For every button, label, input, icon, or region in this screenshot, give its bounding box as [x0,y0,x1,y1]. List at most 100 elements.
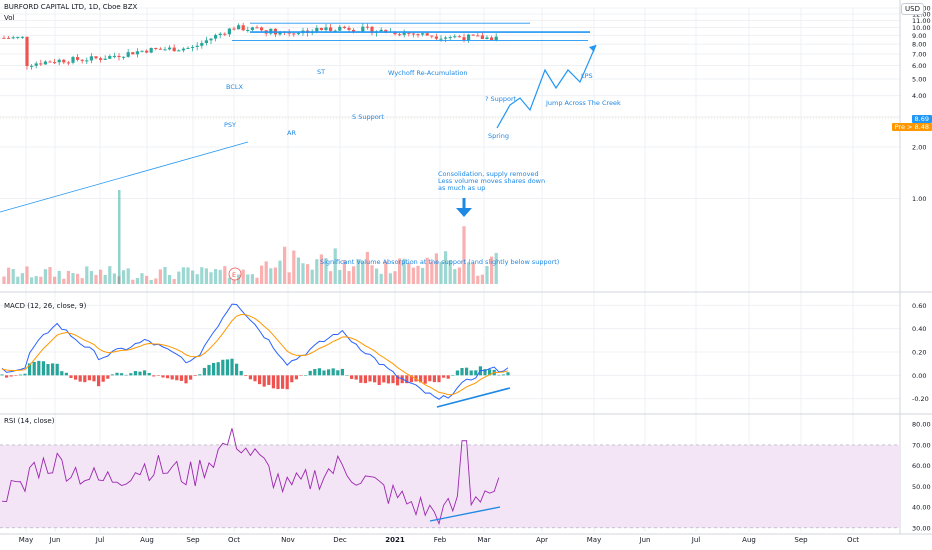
macd-histogram-bar [506,372,510,376]
annotation-text: Wychoff Re-Acumulation [388,69,468,77]
macd-histogram-bar [189,375,193,380]
candle-body [126,52,130,57]
macd-histogram-bar [308,370,312,376]
price-tick: 4.00 [912,92,926,100]
volume-bar [292,250,296,284]
volume-bar [191,270,195,284]
volume-bar [439,261,443,284]
candle-body [48,61,52,63]
down-arrow-head [456,208,472,217]
price-tick: 11.00 [912,17,931,25]
rsi-tick: 80.00 [912,421,931,429]
volume-bar [195,274,199,284]
macd-tick: 0.40 [912,325,926,333]
macd-histogram-bar [9,375,13,377]
currency-selector[interactable]: USD [901,3,924,15]
annotation-text: BCLX [226,83,244,91]
macd-histogram-bar [446,375,450,379]
macd-histogram-bar [400,375,404,384]
rsi-divergence-line [429,506,501,522]
volume-bar [2,276,6,284]
volume-bar [103,274,107,284]
macd-histogram-bar [281,375,285,389]
macd-histogram-bar [138,371,142,376]
rsi-label[interactable]: RSI (14, close) [4,417,55,425]
candle-body [209,38,213,41]
volume-bar [122,270,126,284]
volume-bar [223,266,227,284]
uptrend-line [0,141,249,213]
annotation-text: Less volume moves shares down [438,177,545,185]
annotation-text: AR [287,129,296,137]
chart-header: BURFORD CAPITAL LTD, 1D, Cboe BZX Vol [4,2,137,24]
macd-histogram-bar [133,371,137,376]
candle-body [476,35,480,37]
macd-histogram-bar [69,375,73,379]
candle-body [191,46,195,48]
macd-histogram-bar [60,371,64,376]
volume-bar [476,275,480,284]
candle-body [324,27,328,31]
volume-bar [177,271,181,284]
volume-bar [342,260,346,284]
macd-histogram-bar [244,375,248,377]
macd-histogram-bar [202,367,206,376]
candle-body [99,58,103,60]
macd-histogram-bar [423,375,427,384]
volume-bar [444,251,448,284]
volume-bar [255,277,259,284]
macd-histogram-bar [382,375,386,383]
macd-histogram-bar [161,375,165,378]
candle-body [145,50,149,53]
candle-body [494,36,498,41]
macd-histogram-bar [179,375,183,381]
volume-bar [25,266,29,284]
macd-histogram-bar [120,373,124,376]
candle-body [434,36,438,39]
macd-histogram-bar [166,375,170,379]
macd-histogram-bar [451,375,455,376]
macd-histogram-bar [23,373,27,376]
projection-arrowhead [589,45,596,52]
candle-body [16,36,20,38]
macd-line [1,303,509,400]
candle-body [25,36,29,67]
candle-body [80,59,84,61]
candle-body [11,37,15,39]
volume-bar [218,269,222,284]
macd-histogram-bar [193,375,197,376]
volume-bar [273,267,277,284]
macd-histogram-bar [143,370,147,376]
candle-body [7,37,11,39]
macd-histogram-bar [354,375,358,380]
volume-bar [204,268,208,284]
candle-body [232,28,236,30]
symbol-title[interactable]: BURFORD CAPITAL LTD, 1D, Cboe BZX [4,3,138,11]
annotation-text: Spring [488,132,509,140]
volume-bar [407,262,411,284]
candle-body [158,48,162,50]
macd-divergence-line [436,387,511,408]
macd-histogram-bar [368,375,372,382]
price-tick: 1.00 [912,195,926,203]
macd-histogram-bar [78,375,82,382]
volume-bar [398,258,402,284]
macd-histogram-bar [469,370,473,376]
volume-bar [411,267,415,284]
date-tick: Nov [281,536,295,544]
volume-bar [365,251,369,284]
rsi-line [1,428,500,526]
volume-bar [20,273,24,284]
candle-body [227,28,231,35]
macd-label[interactable]: MACD (12, 26, close, 9) [4,302,87,310]
candle-body [34,63,38,66]
volume-bar [269,268,273,284]
date-tick: Aug [140,536,154,544]
date-tick: Jun [639,536,651,544]
date-tick: Jul [691,536,701,544]
volume-bar [200,267,204,284]
price-tick: 9.00 [912,32,926,40]
volume-bar [214,269,218,284]
macd-histogram-bar [92,375,96,382]
volume-bar [315,259,319,284]
